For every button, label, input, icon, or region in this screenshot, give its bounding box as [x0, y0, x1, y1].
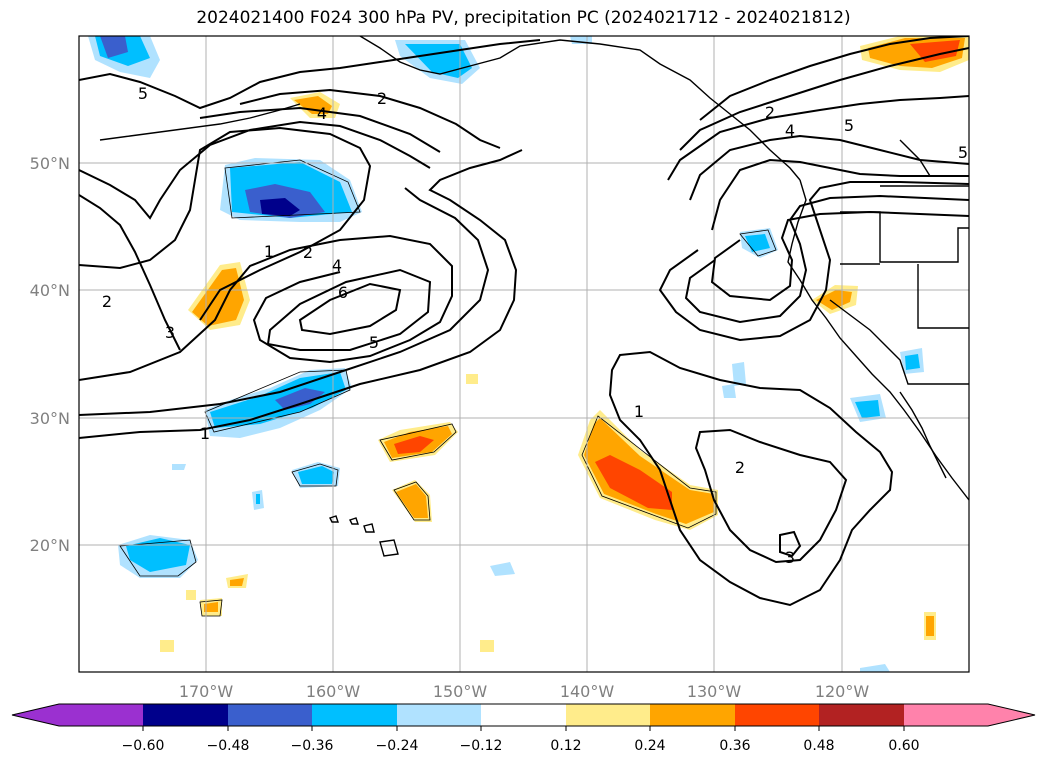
pv-contour-1-east — [608, 350, 894, 607]
colorbar-segment — [397, 704, 481, 726]
pv-label: 6 — [338, 283, 348, 302]
pv-label: 5 — [844, 116, 854, 135]
pv-label: 1 — [200, 424, 210, 443]
pv-label: 5 — [138, 84, 148, 103]
x-tick-label: 140°W — [560, 682, 615, 701]
pv-label: 2 — [102, 292, 112, 311]
pv-contour-labels: 5 2 4 1 2 4 6 5 2 3 1 1 2 3 2 4 5 5 — [102, 84, 968, 567]
pv-label: 3 — [165, 323, 175, 342]
colorbar-tick-label: 0.60 — [888, 738, 919, 754]
map-plot-area: 5 2 4 1 2 4 6 5 2 3 1 1 2 3 2 4 5 5 — [79, 36, 969, 672]
hawaii-islands — [329, 515, 399, 557]
colorbar-segment — [228, 704, 312, 726]
pv-label: 5 — [369, 333, 379, 352]
colorbar-segment — [566, 704, 650, 726]
x-tick-label: 130°W — [687, 682, 742, 701]
map-frame — [78, 35, 970, 673]
map-title: 2024021400 F024 300 hPa PV, precipitatio… — [196, 8, 851, 28]
pv-label: 2 — [735, 458, 745, 477]
pv-label: 2 — [377, 89, 387, 108]
colorbar-tick-label: 0.24 — [634, 738, 665, 754]
x-tick-label: 150°W — [433, 682, 488, 701]
baja-coast — [899, 391, 947, 479]
colorbar-tick-label: −0.24 — [376, 738, 419, 754]
colorbar-segment — [819, 704, 904, 726]
y-tick-label: 20°N — [30, 536, 70, 555]
colorbar-segment — [312, 704, 397, 726]
colorbar-segment — [650, 704, 735, 726]
colorbar-segment — [735, 704, 819, 726]
colorbar-tick-label: −0.60 — [122, 738, 165, 754]
colorbar-tick-label: 0.12 — [550, 738, 581, 754]
colorbar-tick-label: 0.36 — [719, 738, 750, 754]
colorbar-segment — [481, 704, 566, 726]
coastlines — [99, 36, 969, 557]
pv-contour-1-south — [79, 149, 523, 439]
x-tick-label: 170°W — [179, 682, 234, 701]
x-tick-label: 160°W — [306, 682, 361, 701]
colorbar-tick-label: 0.48 — [803, 738, 834, 754]
y-tick-label: 50°N — [30, 154, 70, 173]
pv-label: 1 — [634, 402, 644, 421]
pv-label: 4 — [785, 121, 795, 140]
y-tick-label: 30°N — [30, 409, 70, 428]
colorbar-outline — [11, 703, 1036, 727]
y-tick-label: 40°N — [30, 281, 70, 300]
pv-label: 3 — [785, 548, 795, 567]
pv-label: 4 — [332, 256, 342, 275]
colorbar: −0.60 −0.48 −0.36 −0.24 −0.12 0.12 0.24 … — [11, 703, 1036, 754]
pv-contour-5-northwest — [79, 39, 541, 110]
precip-positive-shading — [160, 36, 969, 652]
pv-label: 2 — [303, 243, 313, 262]
colorbar-tick-label: −0.12 — [460, 738, 503, 754]
precip-negative-shading — [88, 36, 924, 672]
colorbar-extend-high — [904, 704, 1035, 726]
alaska-coast — [359, 36, 801, 181]
pv-contour-east-ridge — [699, 36, 969, 121]
colorbar-tick-label: −0.36 — [291, 738, 334, 754]
pv-label: 4 — [317, 104, 327, 123]
colorbar-tick-label: −0.48 — [207, 738, 250, 754]
pv-label: 2 — [765, 103, 775, 122]
pv-contours — [79, 36, 969, 607]
pv-label: 5 — [958, 143, 968, 162]
x-tick-label: 120°W — [815, 682, 870, 701]
colorbar-extend-low — [12, 704, 143, 726]
pv-label: 1 — [264, 242, 274, 261]
y-tick-labels: 50°N 40°N 30°N 20°N — [30, 154, 70, 555]
colorbar-segment — [143, 704, 228, 726]
x-tick-labels: 170°W 160°W 150°W 140°W 130°W 120°W — [179, 682, 870, 701]
west-coast — [787, 179, 969, 501]
graticule — [79, 36, 969, 672]
